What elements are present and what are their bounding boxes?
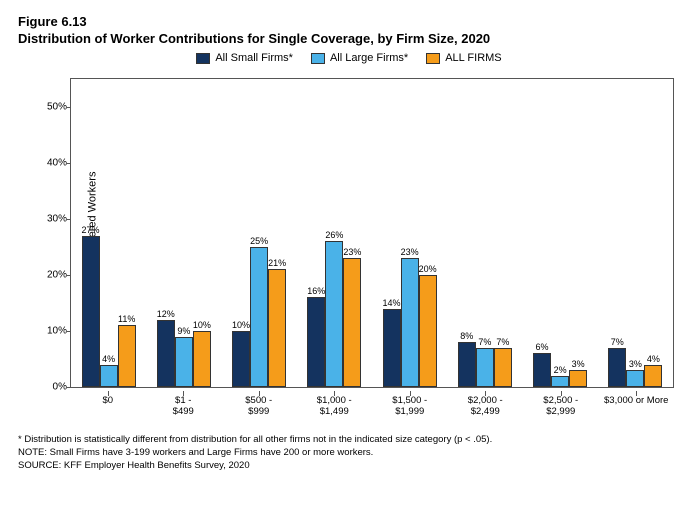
bar: 10%	[232, 331, 250, 387]
chart: Percentage of Covered Workers 27%4%11%12…	[18, 70, 680, 430]
y-tick-label: 50%	[47, 102, 71, 113]
x-axis-label: $500 -$999	[219, 396, 298, 418]
legend-item: All Large Firms*	[311, 52, 408, 64]
bar-value-label: 12%	[157, 309, 175, 319]
bar-value-label: 23%	[401, 247, 419, 257]
legend-swatch	[196, 53, 210, 64]
bar: 27%	[82, 236, 100, 387]
bar-value-label: 14%	[383, 298, 401, 308]
bar: 10%	[193, 331, 211, 387]
bar: 26%	[325, 241, 343, 387]
y-tick-label: 20%	[47, 270, 71, 281]
bar-value-label: 4%	[102, 354, 115, 364]
x-axis-label: $1 -$499	[144, 396, 223, 418]
bar-value-label: 8%	[460, 331, 473, 341]
bar: 21%	[268, 269, 286, 387]
bar: 16%	[307, 297, 325, 387]
footnotes: * Distribution is statistically differen…	[18, 434, 680, 472]
y-tick-label: 30%	[47, 214, 71, 225]
bar: 7%	[608, 348, 626, 387]
legend-swatch	[311, 53, 325, 64]
bar-value-label: 3%	[629, 359, 642, 369]
y-tick-label: 40%	[47, 158, 71, 169]
bar: 9%	[175, 337, 193, 387]
bars-area: 27%4%11%12%9%10%10%25%21%16%26%23%14%23%…	[71, 79, 673, 387]
legend-item: All Small Firms*	[196, 52, 293, 64]
legend-label: All Large Firms*	[330, 52, 408, 64]
bar: 4%	[100, 365, 118, 387]
bar-value-label: 6%	[536, 342, 549, 352]
bar-value-label: 25%	[250, 236, 268, 246]
bar-value-label: 7%	[496, 337, 509, 347]
bar: 20%	[419, 275, 437, 387]
bar-value-label: 7%	[611, 337, 624, 347]
bar: 7%	[476, 348, 494, 387]
bar: 25%	[250, 247, 268, 387]
x-axis-label: $3,000 or More	[597, 396, 676, 407]
footnote-line: NOTE: Small Firms have 3-199 workers and…	[18, 447, 680, 460]
bar-value-label: 26%	[325, 230, 343, 240]
bar: 7%	[494, 348, 512, 387]
bar-value-label: 27%	[82, 225, 100, 235]
bar-value-label: 16%	[307, 286, 325, 296]
bar: 14%	[383, 309, 401, 387]
bar: 4%	[644, 365, 662, 387]
bar: 23%	[401, 258, 419, 387]
bar-value-label: 9%	[177, 326, 190, 336]
bar-value-label: 21%	[268, 258, 286, 268]
bar-value-label: 10%	[193, 320, 211, 330]
bar: 3%	[626, 370, 644, 387]
bar-value-label: 3%	[572, 359, 585, 369]
x-axis-label: $2,500 -$2,999	[521, 396, 600, 418]
x-axis-labels: $0$1 -$499$500 -$999$1,000 -$1,499$1,500…	[70, 392, 674, 430]
figure-label: Figure 6.13	[18, 14, 680, 29]
legend-label: All Small Firms*	[215, 52, 293, 64]
bar-value-label: 11%	[118, 314, 135, 324]
legend-label: ALL FIRMS	[445, 52, 501, 64]
bar: 8%	[458, 342, 476, 387]
bar-value-label: 2%	[554, 365, 567, 375]
x-axis-label: $2,000 -$2,499	[446, 396, 525, 418]
x-axis-label: $1,000 -$1,499	[295, 396, 374, 418]
bar: 12%	[157, 320, 175, 387]
bar: 11%	[118, 325, 136, 387]
legend-swatch	[426, 53, 440, 64]
bar-value-label: 7%	[478, 337, 491, 347]
bar-value-label: 20%	[419, 264, 437, 274]
bar-value-label: 23%	[343, 247, 361, 257]
footnote-line: SOURCE: KFF Employer Health Benefits Sur…	[18, 460, 680, 473]
bar: 3%	[569, 370, 587, 387]
plot-area: 27%4%11%12%9%10%10%25%21%16%26%23%14%23%…	[70, 78, 674, 388]
legend-item: ALL FIRMS	[426, 52, 501, 64]
bar: 2%	[551, 376, 569, 387]
legend: All Small Firms* All Large Firms* ALL FIRM…	[18, 52, 680, 64]
chart-title: Distribution of Worker Contributions for…	[18, 31, 680, 46]
bar-value-label: 4%	[647, 354, 660, 364]
y-tick-label: 0%	[53, 382, 71, 393]
x-axis-label: $0	[68, 396, 147, 407]
bar: 23%	[343, 258, 361, 387]
x-axis-label: $1,500 -$1,999	[370, 396, 449, 418]
bar: 6%	[533, 353, 551, 387]
footnote-line: * Distribution is statistically differen…	[18, 434, 680, 447]
bar-value-label: 10%	[232, 320, 250, 330]
y-tick-label: 10%	[47, 326, 71, 337]
